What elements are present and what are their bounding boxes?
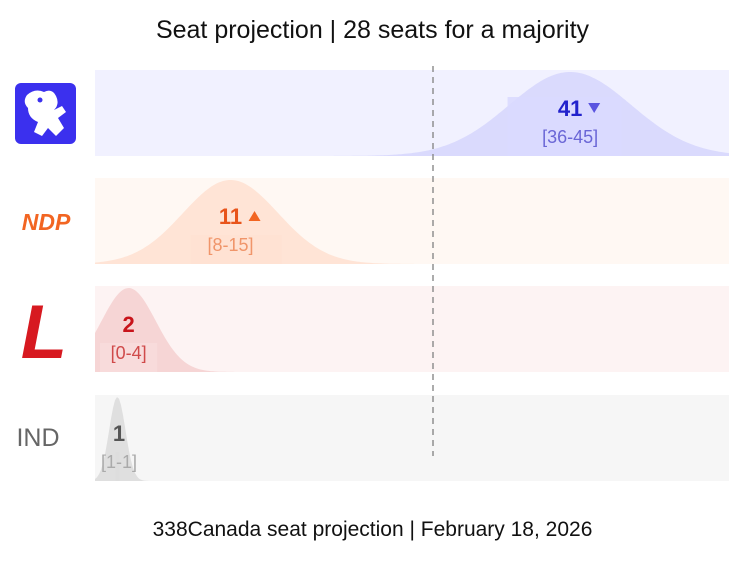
party-row-conservative: 41 [36-45] <box>95 70 729 156</box>
range-label: [8-15] <box>208 235 254 255</box>
party-row-independent: 1 [1-1] <box>95 395 729 481</box>
distribution-curve <box>95 288 729 372</box>
ndp-logo: NDP <box>22 209 71 235</box>
trend-up-icon <box>248 211 261 221</box>
ind-label: IND <box>16 424 59 452</box>
range-label: [36-45] <box>542 127 598 147</box>
range-label: [0-4] <box>111 343 147 363</box>
confidence-band <box>115 452 120 481</box>
projection-value: 41 <box>558 96 582 121</box>
party-row-ndp: 11 [8-15] <box>95 178 729 264</box>
row-background <box>95 286 729 372</box>
chart-title: Seat projection | 28 seats for a majorit… <box>155 16 590 44</box>
row-background <box>95 395 729 481</box>
lion-shape <box>24 90 66 136</box>
range-label: [1-1] <box>101 452 137 472</box>
projection-value: 1 <box>113 421 125 446</box>
projection-value: 11 <box>219 204 242 229</box>
lion-eye <box>37 97 43 103</box>
trend-down-icon <box>588 103 601 113</box>
chart-footer: 338Canada seat projection | February 18,… <box>152 518 593 541</box>
lion-logo <box>15 83 76 144</box>
projection-value: 2 <box>123 312 135 337</box>
liberal-logo: L <box>21 290 67 375</box>
confidence-band <box>100 343 158 372</box>
party-row-liberal: 2 [0-4] <box>95 286 729 372</box>
confidence-band <box>507 97 622 156</box>
confidence-band <box>190 235 282 264</box>
